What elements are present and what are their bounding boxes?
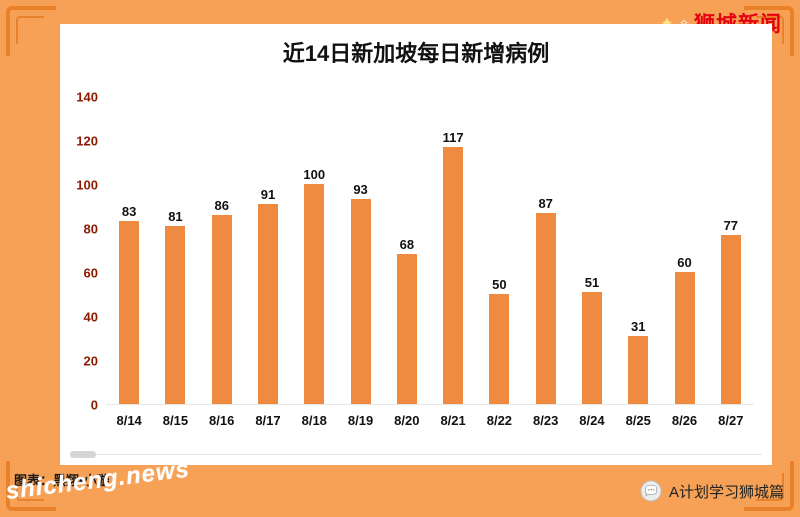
x-tick-label: 8/15 bbox=[162, 413, 189, 428]
bar bbox=[443, 146, 464, 404]
chart-bottom-line bbox=[70, 454, 762, 455]
bar-value-label: 51 bbox=[584, 274, 600, 290]
chat-bubble-icon bbox=[640, 480, 662, 502]
bar-value-label: 83 bbox=[121, 204, 137, 220]
chart-credit: 图表：黑翔•小璇 bbox=[14, 473, 110, 488]
bar bbox=[720, 234, 741, 404]
bar-value-label: 60 bbox=[677, 255, 692, 270]
wechat-badge: A计划学习狮城篇 bbox=[640, 480, 784, 502]
bar bbox=[535, 212, 556, 404]
bar bbox=[211, 214, 232, 404]
y-tick-label: 60 bbox=[83, 265, 98, 281]
x-tick-label: 8/25 bbox=[625, 413, 651, 428]
x-tick-label: 8/18 bbox=[301, 413, 327, 428]
corner-ornament-top-left bbox=[4, 4, 58, 58]
bar bbox=[165, 225, 186, 404]
y-tick-label: 140 bbox=[76, 89, 98, 105]
bar-value-label: 100 bbox=[303, 167, 326, 182]
x-tick-label: 8/16 bbox=[209, 413, 235, 428]
bar-column: 50 8/22 bbox=[476, 97, 522, 428]
bar-column: 81 8/15 bbox=[152, 97, 198, 428]
x-tick-label: 8/17 bbox=[255, 413, 281, 428]
y-tick-label: 80 bbox=[83, 221, 98, 237]
bar-value-label: 77 bbox=[723, 217, 739, 233]
bar-column: 51 8/24 bbox=[569, 97, 615, 428]
bar-column: 87 8/23 bbox=[523, 97, 569, 428]
chart-title: 近14日新加坡每日新增病例 bbox=[282, 41, 550, 66]
bar-column: 60 8/26 bbox=[661, 97, 707, 428]
bar bbox=[581, 291, 602, 404]
y-tick-label: 100 bbox=[76, 177, 98, 193]
bar bbox=[257, 203, 278, 404]
bar bbox=[489, 294, 510, 404]
y-tick-label: 40 bbox=[83, 309, 98, 325]
bar-column: 68 8/20 bbox=[384, 97, 430, 428]
bar bbox=[350, 199, 371, 404]
bar-column: 93 8/19 bbox=[337, 97, 383, 428]
y-tick-label: 20 bbox=[83, 353, 98, 369]
bar-column: 31 8/25 bbox=[615, 97, 661, 428]
bar-value-label: 117 bbox=[442, 129, 464, 145]
y-tick-label: 0 bbox=[90, 397, 98, 413]
bar-column: 91 8/17 bbox=[245, 97, 291, 428]
bar-value-label: 81 bbox=[168, 208, 183, 224]
chart-panel: 近14日新加坡每日新增病例 0 20 40 60 80 100 120 140 83 8/14 8… bbox=[60, 24, 772, 465]
chart-scrollbar-thumb bbox=[70, 451, 96, 458]
bar-column: 100 8/18 bbox=[291, 97, 337, 428]
bar-column: 117 8/21 bbox=[430, 97, 476, 428]
bar-value-label: 91 bbox=[260, 186, 276, 202]
bars-area: 83 8/14 81 8/15 86 8/16 91 8/17 100 8/18 93 8/19 68 8… bbox=[106, 97, 754, 428]
bar-value-label: 50 bbox=[492, 277, 507, 292]
x-tick-label: 8/14 bbox=[116, 413, 142, 428]
x-tick-label: 8/27 bbox=[718, 413, 744, 428]
bar bbox=[304, 184, 325, 404]
x-tick-label: 8/24 bbox=[579, 413, 605, 428]
bar bbox=[396, 254, 417, 404]
bar-column: 83 8/14 bbox=[106, 97, 152, 428]
y-axis: 0 20 40 60 80 100 120 140 bbox=[70, 90, 106, 413]
x-tick-label: 8/26 bbox=[671, 413, 698, 428]
bar bbox=[119, 221, 140, 404]
bar bbox=[674, 272, 695, 404]
x-tick-label: 8/20 bbox=[394, 413, 420, 428]
bar-column: 86 8/16 bbox=[199, 97, 245, 428]
bar-value-label: 31 bbox=[631, 318, 646, 334]
bar-value-label: 87 bbox=[538, 195, 553, 211]
x-tick-label: 8/23 bbox=[533, 413, 559, 428]
bar bbox=[628, 335, 649, 404]
bar-chart: 0 20 40 60 80 100 120 140 83 8/14 81 8/15 86 8/16 91 8… bbox=[70, 90, 754, 428]
x-tick-label: 8/22 bbox=[486, 413, 513, 428]
x-tick-label: 8/21 bbox=[440, 413, 466, 428]
sparkle-icon: ✧ bbox=[678, 16, 689, 30]
y-tick-label: 120 bbox=[76, 133, 98, 149]
x-tick-label: 8/19 bbox=[347, 413, 374, 428]
bar-value-label: 86 bbox=[214, 197, 229, 213]
bar-column: 77 8/27 bbox=[708, 97, 754, 428]
bar-value-label: 68 bbox=[399, 237, 415, 253]
bar-value-label: 93 bbox=[353, 182, 368, 198]
wechat-account-name: A计划学习狮城篇 bbox=[668, 483, 784, 501]
